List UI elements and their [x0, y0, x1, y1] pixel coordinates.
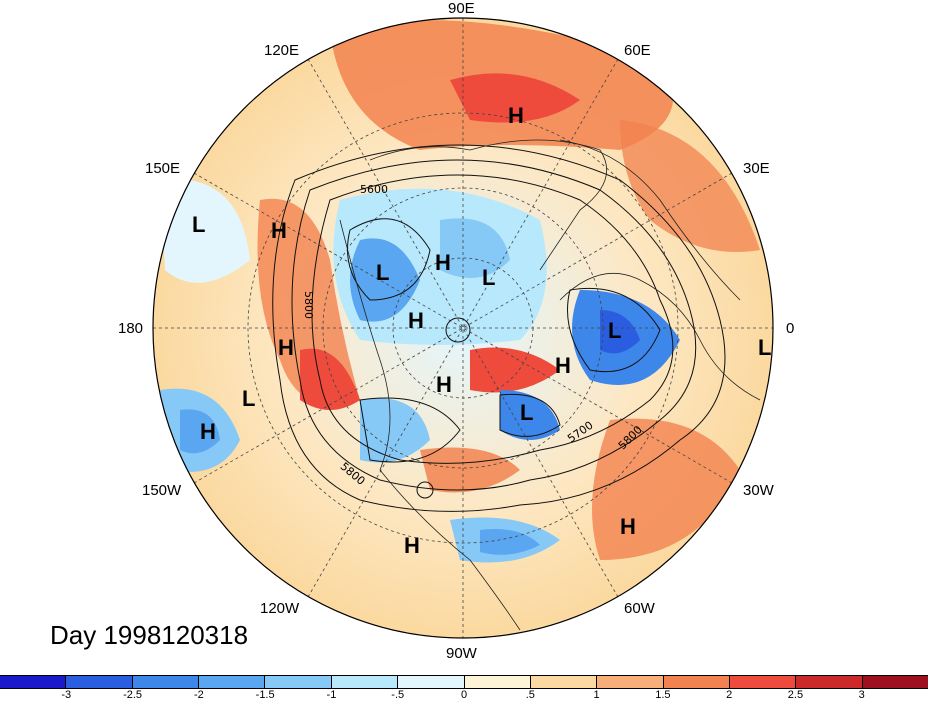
- pressure-center-high: H: [435, 250, 451, 275]
- pressure-center-low: L: [758, 335, 772, 360]
- colorbar-tick-label: .5: [525, 689, 535, 701]
- lon-label-180: 180: [118, 320, 144, 337]
- lon-label-150w: 150W: [142, 482, 182, 499]
- colorbar-segment: [796, 676, 863, 688]
- colorbar-segment: [464, 676, 531, 688]
- pressure-center-low: L: [376, 260, 390, 285]
- colorbar-tick-label: 1: [593, 689, 600, 701]
- pressure-center-high: H: [436, 372, 452, 397]
- pressure-center-high: H: [404, 533, 420, 558]
- colorbar-tick-label: 1.5: [655, 689, 671, 701]
- colorbar-segment: [265, 676, 332, 688]
- lon-label-90e: 90E: [448, 0, 475, 17]
- polar-stereographic-map: 5600 5800 5700 5800 5800: [152, 17, 774, 639]
- map-boundary: [152, 17, 774, 639]
- pressure-center-low: L: [242, 386, 256, 411]
- colorbar-tick-label: -3: [61, 689, 72, 701]
- anomaly-field: [153, 18, 773, 638]
- pressure-center-high: H: [408, 308, 424, 333]
- lon-label-60e: 60E: [624, 42, 651, 59]
- colorbar-tick-label: 2: [726, 689, 733, 701]
- colorbar-tick-label: -2: [193, 689, 204, 701]
- colorbar-tick-label: -2.5: [123, 689, 143, 701]
- colorbar-segment: [331, 676, 399, 688]
- lon-label-60w: 60W: [624, 600, 655, 617]
- lon-label-120w: 120W: [260, 600, 300, 617]
- lon-label-90w: 90W: [446, 645, 477, 662]
- height-contours: [272, 144, 726, 512]
- colorbar-segment: [729, 676, 797, 688]
- lon-label-30e: 30E: [743, 160, 770, 177]
- pressure-center-high: H: [200, 419, 216, 444]
- colorbar-tick-label: -1: [326, 689, 337, 701]
- colorbar-segment: [597, 676, 664, 688]
- graticule: [153, 18, 773, 638]
- colorbar-segment: [663, 676, 730, 688]
- pressure-center-low: L: [608, 318, 622, 343]
- colorbar-tick-label: -1.5: [255, 689, 275, 701]
- colorbar-segment: [0, 676, 67, 688]
- pressure-center-high: H: [271, 218, 287, 243]
- coastlines: [339, 139, 761, 631]
- pressure-center-high: H: [278, 335, 294, 360]
- lon-label-150e: 150E: [145, 160, 181, 177]
- colorbar: [0, 675, 928, 689]
- pressure-center-high: H: [508, 103, 524, 128]
- colorbar-segment: [132, 676, 200, 688]
- pressure-center-low: L: [520, 400, 534, 425]
- lon-label-30w: 30W: [743, 482, 774, 499]
- colorbar-segment: [199, 676, 266, 688]
- pressure-center-high: H: [555, 353, 571, 378]
- date-label: Day 1998120318: [50, 620, 249, 650]
- lon-label-0: 0: [786, 320, 795, 337]
- colorbar-tick-label: -.5: [391, 689, 405, 701]
- colorbar-tick-label: 0: [460, 689, 468, 701]
- pressure-center-low: L: [482, 265, 496, 290]
- colorbar-tick-label: 3: [858, 689, 865, 701]
- colorbar-tick-label: 2.5: [787, 689, 804, 701]
- colorbar-segment: [530, 676, 598, 688]
- colorbar-segment: [398, 676, 465, 688]
- contour-label: 5600: [360, 183, 388, 196]
- colorbar-segment: [66, 676, 133, 688]
- contour-label: 5800: [302, 291, 315, 319]
- colorbar-segment: [862, 676, 928, 688]
- lon-label-120e: 120E: [264, 42, 300, 59]
- pressure-center-high: H: [620, 514, 636, 539]
- pressure-center-low: L: [192, 212, 206, 237]
